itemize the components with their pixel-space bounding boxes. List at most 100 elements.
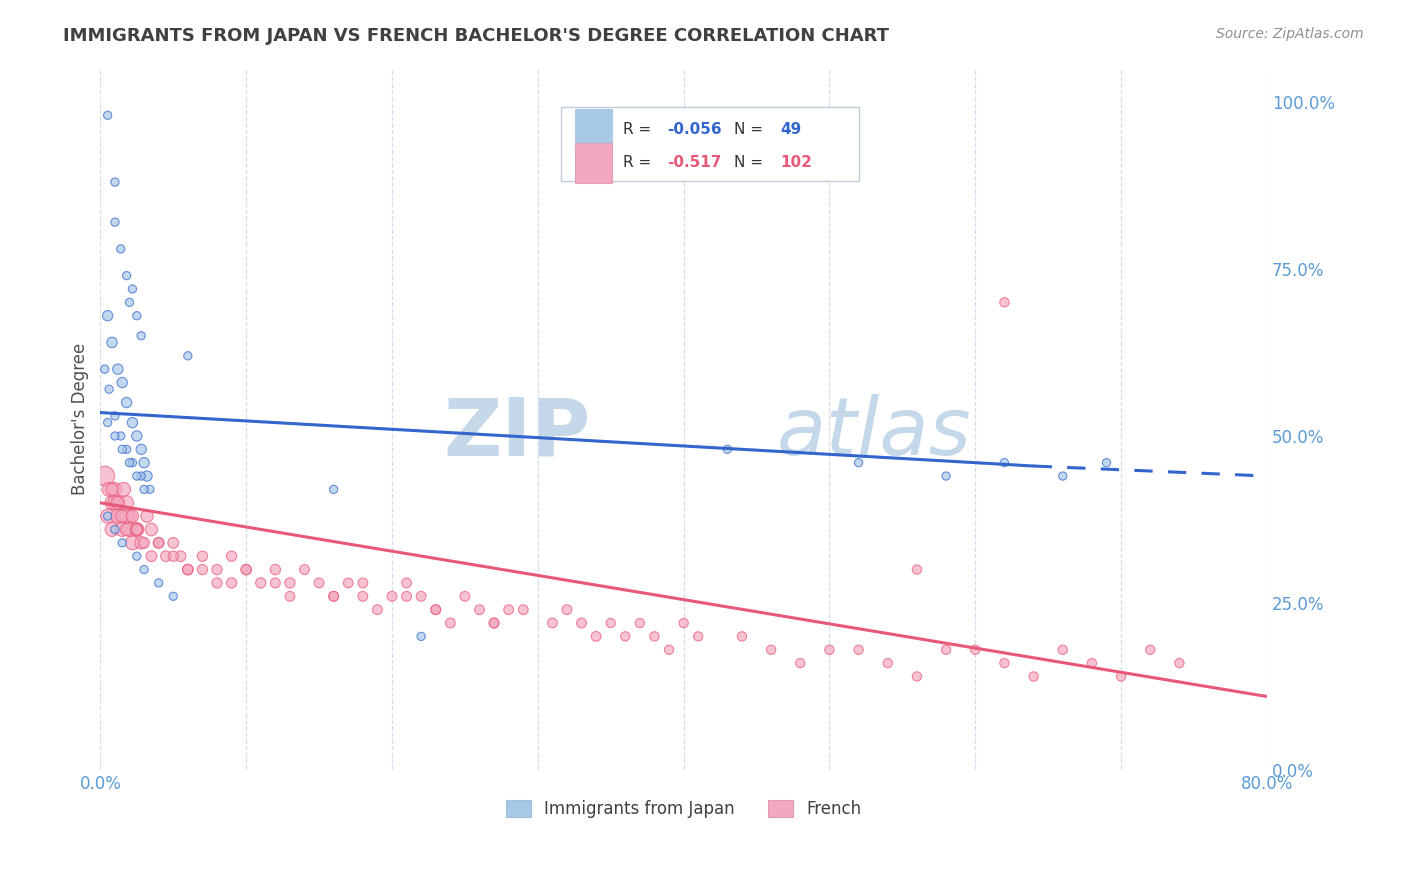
Point: [1081, 656, 1104, 670]
Point: [177, 349, 200, 363]
Point: [848, 456, 870, 470]
Point: [1095, 456, 1118, 470]
Point: [395, 576, 418, 591]
Point: [104, 409, 127, 423]
Point: [111, 376, 134, 390]
Point: [121, 416, 143, 430]
Point: [111, 442, 134, 457]
Legend: Immigrants from Japan, French: Immigrants from Japan, French: [499, 793, 868, 825]
FancyBboxPatch shape: [561, 107, 859, 181]
Point: [439, 615, 461, 630]
Point: [111, 536, 134, 550]
Point: [876, 656, 898, 670]
Point: [658, 642, 681, 657]
Point: [129, 469, 152, 483]
Point: [101, 523, 124, 537]
Point: [789, 656, 811, 670]
Point: [759, 642, 782, 657]
Point: [235, 563, 257, 577]
Point: [115, 268, 138, 283]
Point: [599, 615, 621, 630]
Point: [264, 563, 287, 577]
Point: [111, 509, 134, 524]
Point: [101, 335, 124, 350]
Point: [132, 563, 155, 577]
Point: [935, 642, 957, 657]
Point: [905, 669, 928, 683]
Point: [169, 549, 191, 564]
FancyBboxPatch shape: [575, 110, 613, 149]
Point: [337, 576, 360, 591]
Point: [107, 496, 129, 510]
Point: [125, 523, 148, 537]
Point: [139, 483, 162, 497]
Point: [118, 523, 141, 537]
Point: [136, 509, 159, 524]
Point: [468, 602, 491, 616]
Point: [93, 362, 115, 376]
Point: [162, 549, 184, 564]
Point: [249, 576, 271, 591]
Point: [97, 509, 120, 524]
Point: [541, 615, 564, 630]
Point: [107, 496, 129, 510]
Point: [322, 589, 344, 603]
Point: [411, 629, 433, 643]
Point: [221, 576, 243, 591]
Point: [177, 563, 200, 577]
Point: [294, 563, 316, 577]
Point: [97, 509, 120, 524]
Point: [993, 656, 1015, 670]
Point: [97, 416, 120, 430]
Point: [235, 563, 257, 577]
Point: [352, 589, 374, 603]
Text: 49: 49: [780, 122, 801, 136]
Point: [993, 295, 1015, 310]
Point: [110, 242, 132, 256]
Point: [308, 576, 330, 591]
Point: [191, 549, 214, 564]
Point: [905, 563, 928, 577]
Point: [1052, 469, 1074, 483]
Text: -0.517: -0.517: [668, 155, 721, 170]
Point: [121, 509, 143, 524]
Point: [132, 483, 155, 497]
Point: [118, 509, 141, 524]
Point: [101, 496, 124, 510]
Point: [129, 442, 152, 457]
Point: [115, 509, 138, 524]
Point: [425, 602, 447, 616]
Point: [628, 615, 651, 630]
Point: [482, 615, 505, 630]
Point: [118, 295, 141, 310]
Point: [571, 615, 593, 630]
Point: [993, 456, 1015, 470]
Point: [177, 563, 200, 577]
Point: [141, 523, 163, 537]
Point: [278, 589, 301, 603]
Point: [322, 483, 344, 497]
Point: [1168, 656, 1191, 670]
Point: [1109, 669, 1132, 683]
Text: R =: R =: [623, 155, 657, 170]
Point: [107, 509, 129, 524]
Point: [97, 108, 120, 122]
Point: [818, 642, 841, 657]
Text: ZIP: ZIP: [443, 394, 591, 472]
Point: [205, 576, 228, 591]
Point: [1022, 669, 1045, 683]
Point: [132, 536, 155, 550]
Point: [115, 442, 138, 457]
Point: [141, 549, 163, 564]
Point: [104, 523, 127, 537]
Point: [716, 442, 738, 457]
Point: [512, 602, 534, 616]
Point: [498, 602, 520, 616]
Point: [688, 629, 710, 643]
Point: [121, 536, 143, 550]
Point: [352, 576, 374, 591]
Point: [118, 456, 141, 470]
Point: [965, 642, 987, 657]
Point: [848, 642, 870, 657]
Point: [191, 563, 214, 577]
